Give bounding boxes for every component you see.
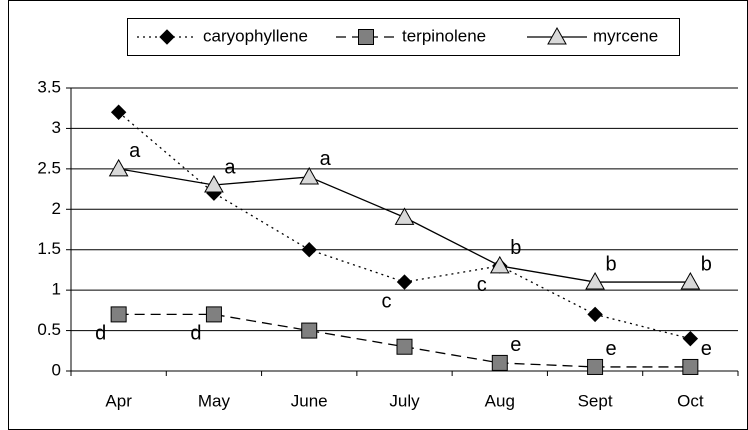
point-annotation: a bbox=[320, 148, 332, 170]
chart-frame bbox=[8, 0, 748, 430]
triangle-marker bbox=[489, 255, 510, 274]
y-tick-label: 3.5 bbox=[37, 77, 61, 96]
point-annotation: d bbox=[95, 323, 106, 345]
legend-box bbox=[127, 18, 680, 56]
diamond-marker bbox=[587, 306, 603, 323]
square-marker bbox=[110, 306, 127, 323]
x-tick-label: Oct bbox=[677, 391, 704, 410]
point-annotation: e bbox=[606, 338, 617, 360]
point-annotation: b bbox=[606, 253, 617, 275]
diamond-marker bbox=[396, 274, 413, 290]
legend-marker bbox=[547, 26, 567, 45]
square-marker bbox=[301, 322, 318, 339]
x-tick-label: Apr bbox=[105, 391, 132, 410]
y-tick-label: 2.5 bbox=[37, 158, 61, 177]
triangle-marker bbox=[299, 166, 320, 185]
square-marker bbox=[682, 358, 699, 375]
triangle-marker bbox=[680, 272, 701, 290]
x-tick-label: May bbox=[198, 391, 231, 410]
square-marker bbox=[396, 338, 413, 355]
point-annotation: c bbox=[477, 274, 487, 296]
point-annotation: e bbox=[510, 334, 521, 356]
y-tick-label: 1 bbox=[52, 280, 61, 299]
x-tick-label: July bbox=[389, 391, 420, 410]
diamond-marker bbox=[682, 330, 699, 347]
triangle-marker bbox=[585, 272, 605, 290]
point-annotation: d bbox=[190, 323, 201, 345]
legend-marker bbox=[358, 29, 374, 45]
diamond-marker bbox=[110, 104, 127, 120]
x-tick-label: June bbox=[291, 391, 328, 410]
square-marker bbox=[205, 306, 222, 323]
y-tick-label: 0.5 bbox=[37, 320, 61, 339]
point-annotation: a bbox=[129, 140, 141, 162]
square-marker bbox=[587, 358, 604, 375]
triangle-marker bbox=[204, 175, 224, 193]
point-annotation: b bbox=[510, 237, 521, 259]
point-annotation: c bbox=[382, 290, 392, 312]
y-tick-label: 1.5 bbox=[37, 239, 61, 258]
legend-label: caryophyllene bbox=[203, 26, 308, 45]
y-tick-label: 2 bbox=[52, 199, 61, 218]
point-annotation: a bbox=[224, 156, 236, 178]
triangle-marker bbox=[394, 207, 415, 225]
triangle-marker bbox=[108, 158, 129, 177]
x-tick-label: Aug bbox=[485, 391, 515, 410]
y-tick-label: 0 bbox=[52, 360, 61, 379]
x-tick-label: Sept bbox=[578, 391, 613, 410]
point-annotation: b bbox=[701, 253, 712, 275]
y-tick-label: 3 bbox=[52, 118, 61, 137]
square-marker bbox=[491, 354, 508, 371]
legend-label: terpinolene bbox=[402, 26, 486, 45]
legend-label: myrcene bbox=[593, 26, 658, 45]
point-annotation: e bbox=[701, 338, 712, 360]
legend-marker bbox=[159, 29, 175, 45]
diamond-marker bbox=[301, 242, 317, 258]
